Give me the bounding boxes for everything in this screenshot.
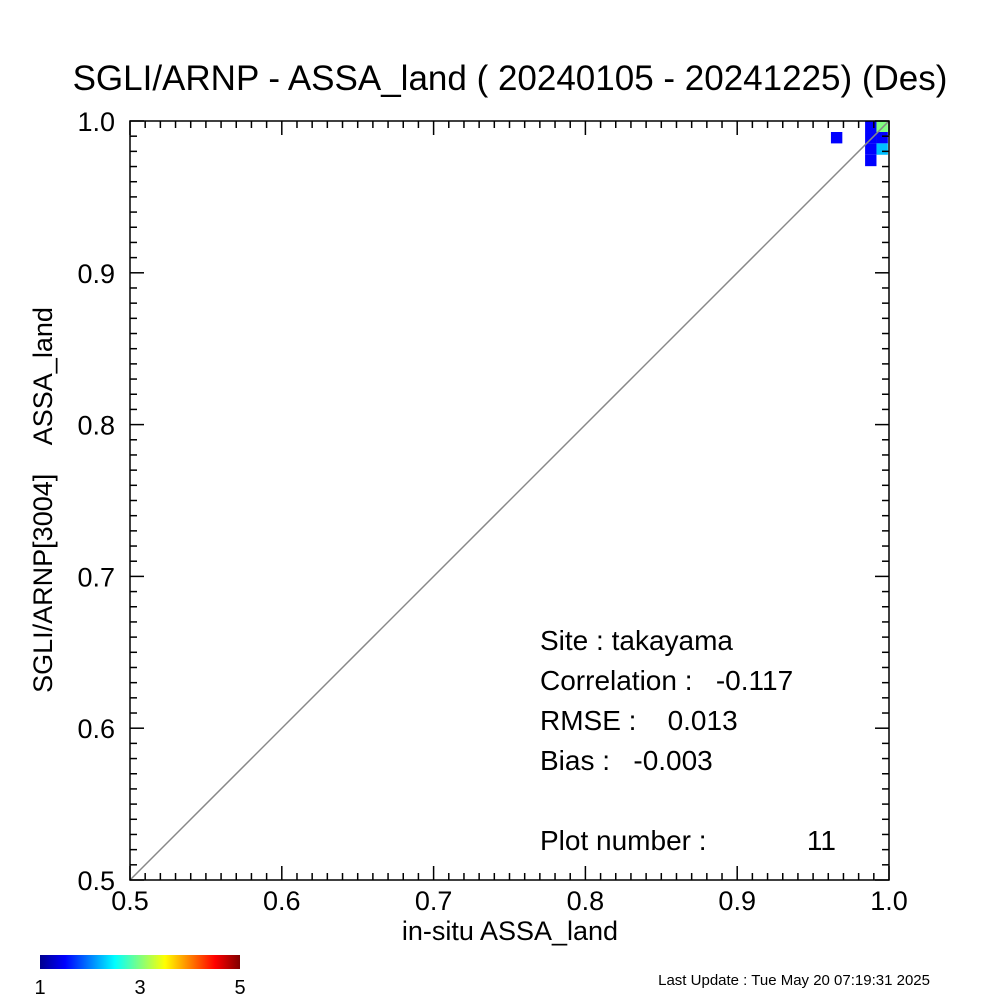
chart-title: SGLI/ARNP - ASSA_land ( 20240105 - 20241… <box>73 59 948 98</box>
stat-site: Site : takayama <box>540 625 733 656</box>
x-tick-label: 0.9 <box>718 886 756 916</box>
y-tick-label: 0.7 <box>77 562 115 592</box>
x-tick-label: 0.7 <box>415 886 453 916</box>
x-tick-label: 0.5 <box>111 886 149 916</box>
density-cell <box>865 121 877 133</box>
stats-box: Site : takayama Correlation : -0.117 RMS… <box>540 625 836 856</box>
axis-ticks <box>129 120 890 881</box>
y-tick-label: 0.6 <box>77 714 115 744</box>
x-tick-label: 0.6 <box>263 886 301 916</box>
stat-plot-number-value: 11 <box>807 825 836 856</box>
y-axis-label: SGLI/ARNP[3004] ASSA_land <box>28 307 58 693</box>
stat-correlation: Correlation : -0.117 <box>540 665 793 696</box>
x-axis-label: in-situ ASSA_land <box>402 916 618 946</box>
x-tick-label: 1.0 <box>870 886 908 916</box>
colorbar-gradient <box>40 955 240 969</box>
stat-rmse: RMSE : 0.013 <box>540 705 738 736</box>
density-cell <box>830 132 843 144</box>
density-cell <box>876 143 888 155</box>
last-update: Last Update : Tue May 20 07:19:31 2025 <box>658 972 930 989</box>
colorbar-tick-label: 3 <box>134 977 145 999</box>
x-tick-label: 0.8 <box>567 886 605 916</box>
density-cell <box>876 132 888 144</box>
one-to-one-line <box>129 120 890 881</box>
colorbar-tick-labels: 1 3 5 <box>34 977 245 999</box>
y-tick-label: 0.5 <box>77 866 115 896</box>
colorbar: 1 3 5 <box>34 955 246 999</box>
density-cell <box>876 121 888 133</box>
y-tick-label: 0.8 <box>77 411 115 441</box>
stat-bias: Bias : -0.003 <box>540 745 713 776</box>
density-cells <box>830 121 888 167</box>
colorbar-tick-label: 1 <box>34 977 45 999</box>
y-tick-label: 0.9 <box>77 259 115 289</box>
density-cell <box>865 154 877 167</box>
density-cell <box>865 132 877 144</box>
axis-tick-labels: 0.5 0.6 0.7 0.8 0.9 1.0 0.5 0.6 0.7 0.8 0.9 1.0 <box>77 107 907 916</box>
stat-plot-number-label: Plot number : <box>540 825 707 856</box>
colorbar-tick-label: 5 <box>234 977 245 999</box>
y-tick-label: 1.0 <box>77 107 115 137</box>
density-cell <box>865 143 877 155</box>
